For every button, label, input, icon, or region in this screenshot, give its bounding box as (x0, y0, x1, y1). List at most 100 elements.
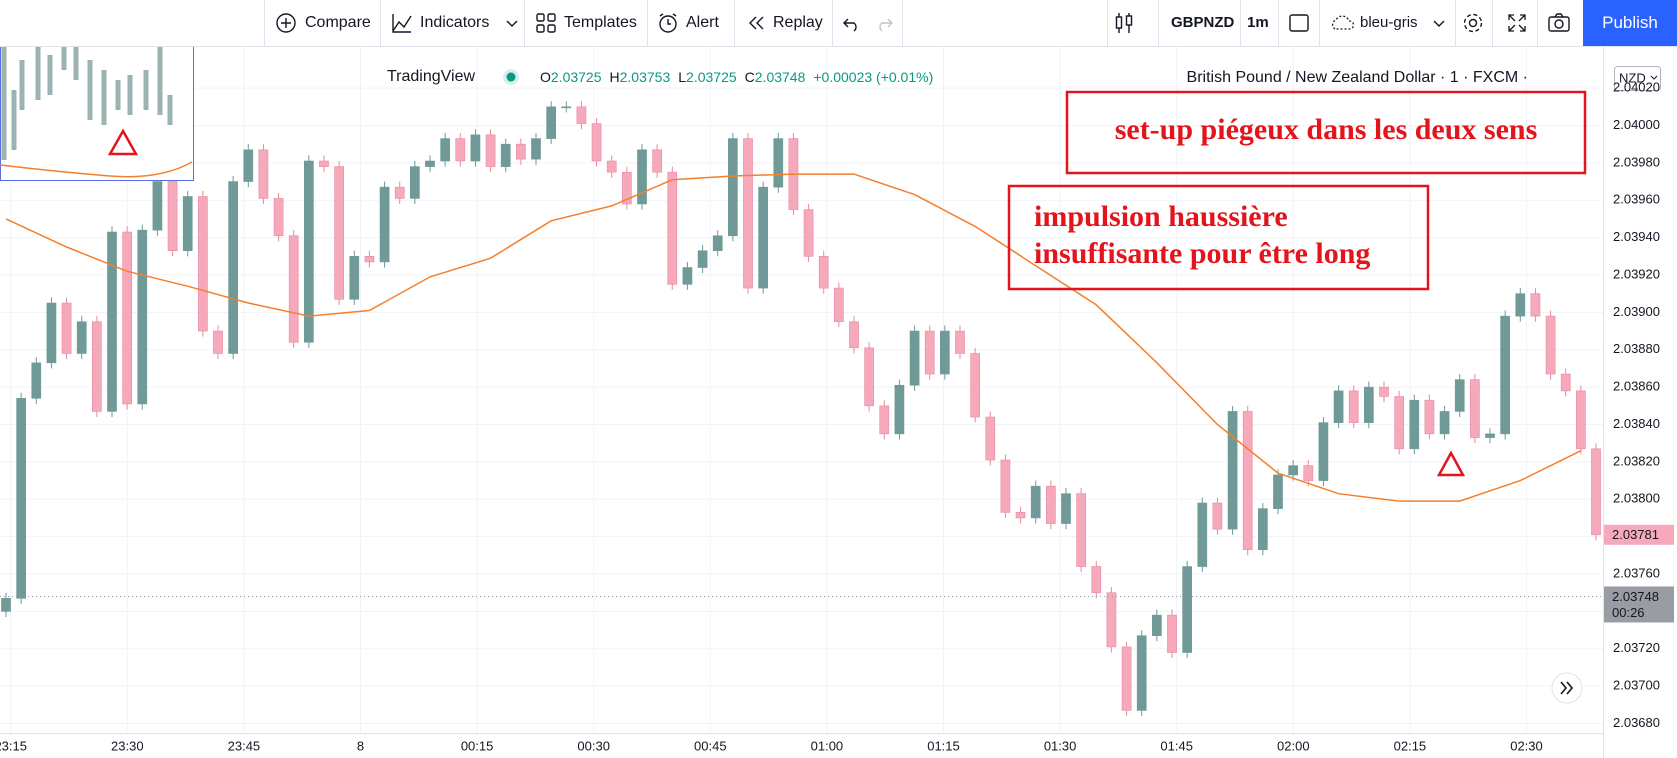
candle-body (591, 123, 602, 162)
candle-body (758, 186, 768, 289)
y-tick-label: 2.03900 (1613, 304, 1660, 319)
candle-body (531, 138, 541, 160)
candle-body (773, 138, 784, 188)
candle-body (1288, 465, 1298, 476)
inset-triangle (107, 128, 139, 156)
x-tick-label: 01:15 (927, 738, 960, 753)
candle-body (1560, 373, 1571, 392)
candle-body (107, 231, 117, 412)
candle-body (909, 330, 920, 386)
candle-body (622, 171, 632, 205)
candle-body (1470, 379, 1480, 438)
candle-body (258, 149, 269, 199)
templates-button[interactable]: Templates (564, 14, 637, 31)
grid (0, 47, 1603, 733)
replay-button[interactable]: Replay (773, 14, 823, 31)
inset-average (0, 161, 193, 178)
candle-body (485, 134, 496, 167)
legend-label: L (678, 69, 686, 85)
indicators-button[interactable]: Indicators (420, 14, 490, 31)
chart-type-icon[interactable] (1112, 11, 1136, 35)
currency-box[interactable] (1614, 66, 1661, 91)
separator (1107, 0, 1108, 46)
candle-body (440, 138, 450, 162)
candle-body (16, 398, 26, 599)
y-tick-label: 2.03940 (1613, 229, 1660, 244)
candle-body (198, 196, 208, 332)
x-tick-label: 00:15 (461, 738, 494, 753)
candle-body (516, 143, 526, 160)
interval-button[interactable]: 1m (1247, 14, 1269, 31)
separator (1158, 0, 1159, 46)
moving-average (5, 173, 1582, 502)
symbol-button[interactable]: GBPNZD (1171, 14, 1235, 31)
x-tick-label: 02:30 (1510, 738, 1543, 753)
candle-body (1409, 399, 1420, 450)
candle-body (319, 160, 329, 167)
alert-button[interactable]: Alert (686, 14, 719, 31)
separator (647, 0, 648, 46)
fullscreen-button[interactable] (1505, 11, 1529, 35)
snapshot-button[interactable] (1547, 11, 1571, 35)
candle-body (137, 229, 148, 405)
candle-body (152, 181, 163, 231)
candle-body (1485, 433, 1495, 438)
cloud-icon (1331, 15, 1355, 30)
candle-body (334, 166, 344, 300)
currency[interactable]: NZD (1619, 70, 1646, 85)
publish-button[interactable]: Publish (1583, 0, 1677, 46)
annotation: insuffisante pour être long (1034, 237, 1370, 270)
countdown-label: 00:26 (1612, 605, 1645, 620)
x-tick-label: 02:15 (1394, 738, 1427, 753)
candle-body (364, 256, 375, 263)
undo-button[interactable] (840, 11, 864, 35)
y-tick-label: 2.03840 (1613, 416, 1660, 431)
indicators-icon (392, 14, 412, 33)
candle-body (803, 209, 814, 257)
separator (734, 0, 735, 46)
separator (1537, 0, 1538, 46)
x-tick-label: 8 (357, 738, 364, 753)
candle-body (955, 330, 965, 354)
layout-icon[interactable] (1287, 11, 1311, 35)
candle-body (1046, 485, 1056, 524)
x-tick-label: 00:30 (577, 738, 610, 753)
x-tick-label: 23:15 (0, 738, 27, 753)
candle-body (894, 384, 905, 435)
candle-body (1015, 512, 1026, 519)
source: TradingView (387, 68, 475, 85)
compare-button[interactable]: Compare (305, 14, 371, 31)
layout-name[interactable]: bleu-gris (1360, 14, 1418, 31)
symbol-title: British Pound / New Zealand Dollar · 1 ·… (1187, 69, 1528, 86)
layout-chevron[interactable] (1432, 11, 1446, 35)
y-tick-label: 2.03800 (1613, 491, 1660, 506)
legend-change: +0.00023 (+0.01%) (813, 69, 933, 85)
annotation-box (1065, 90, 1587, 175)
candle-body (349, 256, 360, 300)
plot (0, 101, 1603, 717)
candle-body (1454, 379, 1465, 412)
candle-body (470, 134, 481, 162)
candle-body (213, 330, 223, 354)
candle-body (637, 149, 647, 205)
y-tick-label: 2.03860 (1613, 379, 1660, 394)
candle-body (1212, 502, 1223, 530)
last-price-label: 2.03781 (1612, 527, 1659, 542)
y-tick-label: 2.04020 (1613, 80, 1660, 95)
candle-body (1303, 465, 1314, 481)
indicators-chevron[interactable] (505, 11, 519, 35)
candle-body (1318, 422, 1329, 481)
y-tick-label: 2.04000 (1613, 117, 1660, 132)
redo-button[interactable] (872, 11, 896, 35)
legend-value: 2.03748 (755, 69, 806, 85)
candle-body (712, 235, 723, 252)
settings-button[interactable] (1461, 11, 1485, 35)
candle-body (1500, 315, 1510, 435)
price-box (1604, 586, 1674, 623)
toolbar: Compare Indicators Templates Alert Repla… (0, 0, 1677, 47)
candle-body (243, 149, 254, 182)
last-price-box (1604, 524, 1674, 545)
templates-icon (536, 13, 556, 33)
